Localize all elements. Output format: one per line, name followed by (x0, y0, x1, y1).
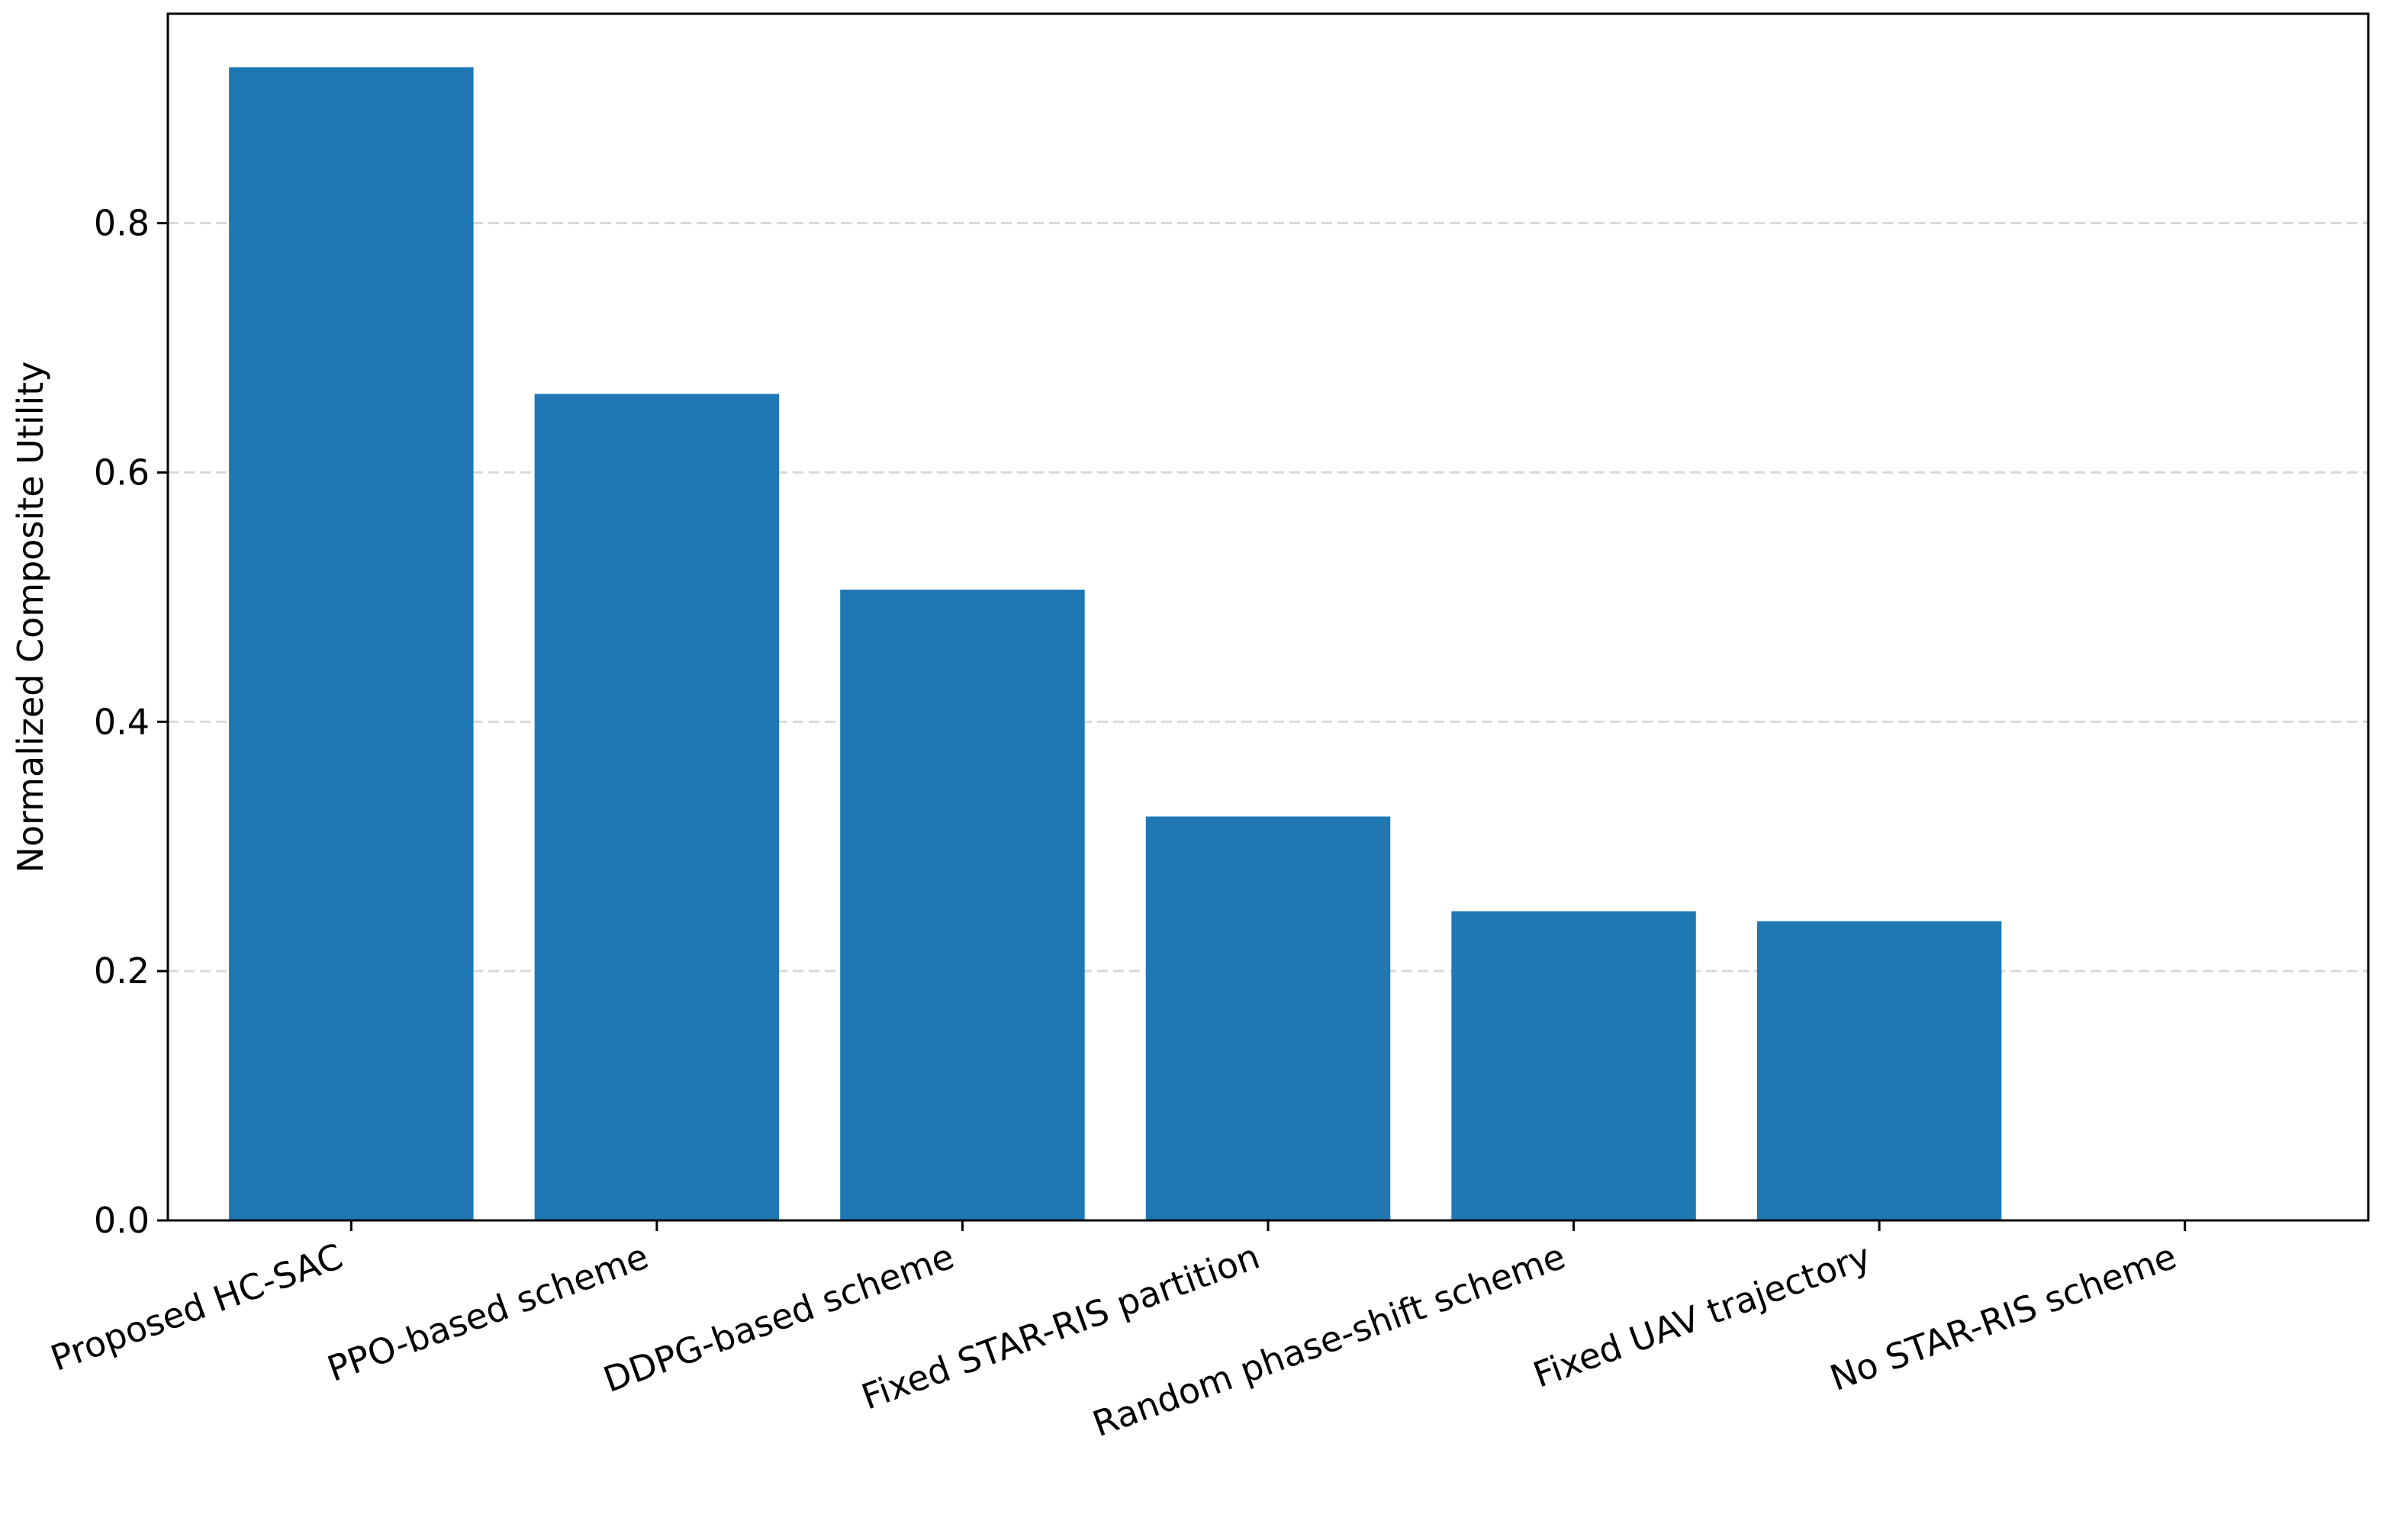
y-tick-label: 0.2 (94, 950, 150, 992)
bar (229, 67, 474, 1221)
y-axis-label: Normalized Composite Utility (10, 362, 51, 873)
y-tick-label: 0.6 (94, 452, 150, 493)
bar (534, 394, 780, 1221)
bars (229, 67, 2002, 1221)
bar (840, 590, 1085, 1220)
y-tick-label: 0.8 (94, 203, 150, 244)
bar (1756, 921, 2002, 1220)
bar (1451, 911, 1696, 1220)
y-tick-label: 0.4 (94, 701, 150, 742)
y-tick-label: 0.0 (94, 1200, 150, 1241)
y-axis: 0.0 0.2 0.4 0.6 0.8 (94, 203, 168, 1241)
bar (1145, 816, 1391, 1220)
